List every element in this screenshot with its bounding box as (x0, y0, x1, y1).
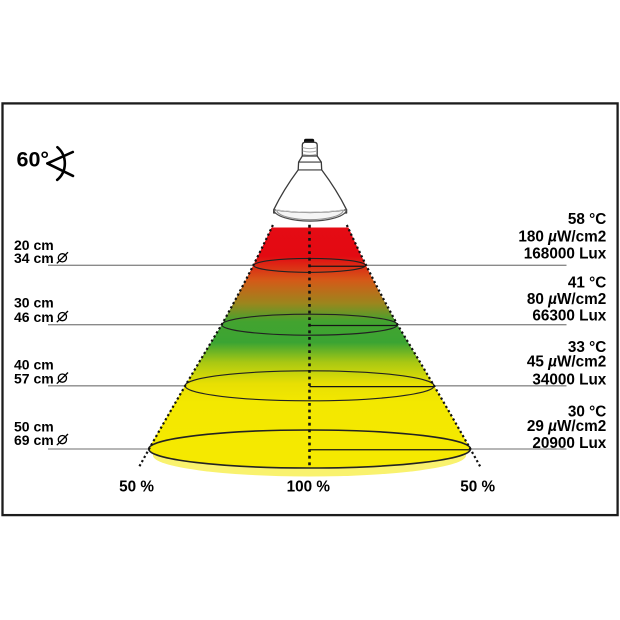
svg-text:50 %: 50 % (119, 479, 154, 496)
svg-text:34 cm: 34 cm (14, 250, 54, 266)
svg-text:30 °C: 30 °C (568, 403, 606, 420)
svg-text:80 µW/cm2: 80 µW/cm2 (527, 291, 606, 308)
svg-text:60°: 60° (17, 147, 50, 171)
svg-text:168000 Lux: 168000 Lux (524, 246, 607, 263)
svg-text:180 µW/cm2: 180 µW/cm2 (518, 228, 606, 245)
svg-text:100 %: 100 % (287, 479, 331, 496)
svg-text:58 °C: 58 °C (568, 211, 606, 228)
svg-text:30 cm: 30 cm (14, 295, 54, 311)
svg-text:69 cm: 69 cm (14, 432, 54, 448)
svg-text:34000 Lux: 34000 Lux (532, 371, 606, 388)
svg-text:66300 Lux: 66300 Lux (532, 308, 606, 325)
svg-text:29 µW/cm2: 29 µW/cm2 (527, 418, 606, 435)
svg-text:50 %: 50 % (460, 479, 495, 496)
svg-text:41 °C: 41 °C (568, 275, 606, 292)
svg-text:45 µW/cm2: 45 µW/cm2 (527, 354, 606, 371)
svg-text:20900 Lux: 20900 Lux (532, 435, 606, 452)
svg-text:40 cm: 40 cm (14, 356, 54, 372)
svg-text:20 cm: 20 cm (14, 237, 54, 253)
svg-text:50 cm: 50 cm (14, 418, 54, 434)
svg-text:57 cm: 57 cm (14, 371, 54, 387)
svg-text:46 cm: 46 cm (14, 309, 54, 325)
svg-text:33 °C: 33 °C (568, 339, 606, 356)
